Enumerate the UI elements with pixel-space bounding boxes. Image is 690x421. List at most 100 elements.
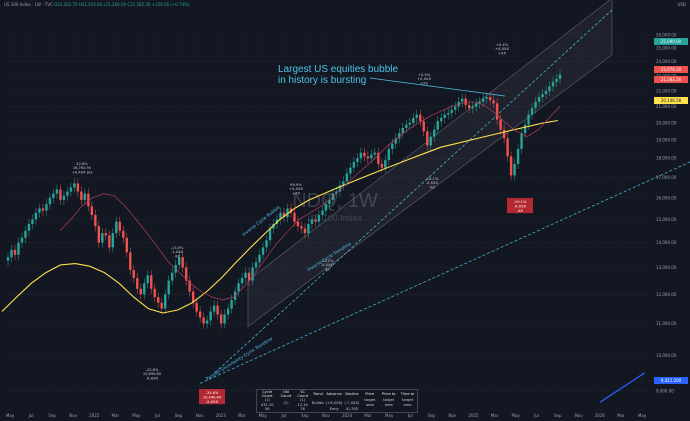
x-tick-label: Mar — [364, 413, 372, 418]
stats-cell: target area — [364, 398, 376, 407]
x-tick-label: Nov — [196, 413, 204, 418]
y-tick-label: 14,000.00 — [656, 240, 677, 245]
candle-body — [48, 197, 52, 205]
x-tick-label: Jul — [280, 413, 286, 418]
candle-body — [548, 86, 551, 91]
candle-body — [363, 152, 366, 157]
ma-short-line — [59, 101, 561, 301]
bubble-channel — [247, 0, 613, 328]
annotation-label: -X,XXX — [321, 263, 334, 267]
y-tick-label: 12,000.00 — [656, 292, 677, 297]
annotation-label: -X,XXX — [426, 181, 439, 185]
candle-body — [167, 280, 170, 295]
candle-body — [171, 272, 174, 281]
candle-body — [464, 98, 467, 105]
y-tick-label: 24,000.00 — [656, 59, 677, 64]
x-tick-label: Jul — [533, 413, 539, 418]
candle-body — [453, 106, 457, 110]
x-tick-label: May — [385, 413, 394, 418]
candle-body — [474, 103, 478, 107]
candle-body — [506, 138, 509, 157]
candle-body — [188, 280, 191, 292]
price-badges: 25,090.00 22,976.20 21,582.26 20,146.58 9,42… — [654, 38, 688, 384]
y-tick-label: 20,000.00 — [656, 120, 677, 125]
candle-body — [558, 74, 562, 79]
low-badge-text: -X,XXX — [514, 204, 527, 208]
annotation-label: +X.X% — [496, 43, 509, 47]
x-tick-label: Mar — [112, 413, 120, 418]
candle-body — [377, 152, 380, 164]
symbol-label[interactable]: US 100 Index · 1W · TVC — [4, 2, 53, 7]
candle-body — [97, 226, 101, 243]
candles — [6, 69, 562, 329]
chart-header: US 100 Index · 1W · TVC O21,422.70 H21,6… — [4, 2, 190, 7]
candle-body — [261, 247, 265, 255]
candle-body — [160, 302, 163, 309]
stats-cell: (1) — [283, 400, 289, 405]
candle-body — [303, 228, 307, 234]
x-tick-label: Mar — [238, 413, 246, 418]
y-tick-label: 18,000.00 — [656, 156, 677, 161]
candle-body — [66, 191, 69, 196]
x-tick-label: Nov — [69, 413, 77, 418]
candle-body — [279, 212, 282, 220]
annotation-label: -XX — [174, 254, 181, 258]
x-tick-label: Jul — [28, 413, 34, 418]
stats-cell: Decline — [345, 392, 359, 397]
stats-cell: Cycle Count — [261, 390, 273, 399]
candle-body — [122, 230, 125, 238]
stats-cell: target area — [383, 398, 395, 407]
stats-cell: Price to — [381, 392, 396, 397]
candle-body — [342, 181, 345, 186]
candle-body — [338, 185, 342, 192]
candle-body — [254, 262, 258, 268]
candle-body — [523, 124, 527, 134]
candle-body — [481, 98, 485, 102]
moving-averages — [1, 101, 561, 314]
y-tick-label: 10,000.00 — [656, 353, 677, 358]
candle-body — [345, 173, 349, 182]
price-badge — [654, 76, 688, 83]
x-tick-label: Nov — [322, 413, 330, 418]
candle-body — [317, 214, 321, 222]
y-tick-label: 15,000.00 — [656, 217, 677, 222]
candle-body — [45, 204, 48, 211]
stats-cell: Bullish — [311, 400, 324, 405]
candle-body — [502, 129, 506, 139]
x-tick-label: Jul — [154, 413, 160, 418]
y-tick-label: 26,000.00 — [656, 32, 677, 37]
price-badge-text: 22,976.20 — [661, 67, 682, 72]
price-badge — [654, 38, 688, 45]
candle-body — [516, 149, 520, 164]
candle-body — [136, 277, 139, 289]
candle-body — [52, 193, 55, 198]
bottom-badge-text: -35.6% — [206, 391, 219, 395]
annotation-label: -11.2% — [321, 259, 334, 263]
candle-body — [310, 219, 314, 224]
x-tick-label: Sep — [301, 413, 309, 418]
y-tick-label: 25,000.00 — [656, 46, 677, 51]
x-tick-label: 2025 — [468, 413, 479, 418]
x-tick-label: May — [6, 413, 15, 418]
y-tick-label: 17,000.00 — [656, 175, 677, 180]
x-tick-label: Jul — [407, 413, 413, 418]
candle-body — [328, 199, 331, 205]
stats-cell: target area — [402, 398, 414, 407]
candle-body — [164, 294, 167, 309]
candle-body — [125, 237, 128, 253]
candle-body — [10, 249, 13, 258]
candle-body — [62, 195, 66, 200]
candle-body — [282, 212, 286, 218]
candle-body — [405, 124, 408, 128]
candle-body — [265, 240, 268, 248]
candle-body — [184, 267, 188, 281]
headline-text: Largest US equities bubble — [278, 64, 399, 75]
candle-body — [443, 114, 446, 118]
annotation-label: -XX — [429, 185, 436, 189]
candle-body — [412, 117, 415, 123]
candle-body — [76, 183, 80, 192]
stats-row: 56 76 Early 41,535 — [257, 407, 417, 411]
currency-label: USD — [677, 2, 686, 7]
candle-body — [394, 138, 397, 144]
